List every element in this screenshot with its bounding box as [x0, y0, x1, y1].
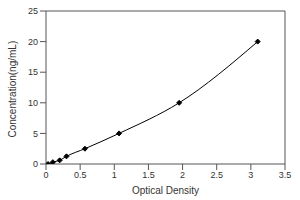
svg-text:15: 15 [28, 67, 38, 77]
svg-text:3: 3 [248, 170, 253, 180]
svg-text:0: 0 [33, 159, 38, 169]
svg-text:1.5: 1.5 [142, 170, 155, 180]
svg-text:Optical Density: Optical Density [132, 185, 199, 196]
svg-text:1: 1 [112, 170, 117, 180]
svg-text:10: 10 [28, 98, 38, 108]
svg-text:0.5: 0.5 [74, 170, 87, 180]
svg-text:2: 2 [180, 170, 185, 180]
svg-text:20: 20 [28, 37, 38, 47]
svg-text:Concentration(ng/mL): Concentration(ng/mL) [8, 41, 18, 138]
svg-text:25: 25 [28, 6, 38, 16]
svg-text:2.5: 2.5 [210, 170, 223, 180]
svg-text:5: 5 [33, 129, 38, 139]
svg-text:0: 0 [43, 170, 48, 180]
svg-text:3.5: 3.5 [279, 170, 292, 180]
